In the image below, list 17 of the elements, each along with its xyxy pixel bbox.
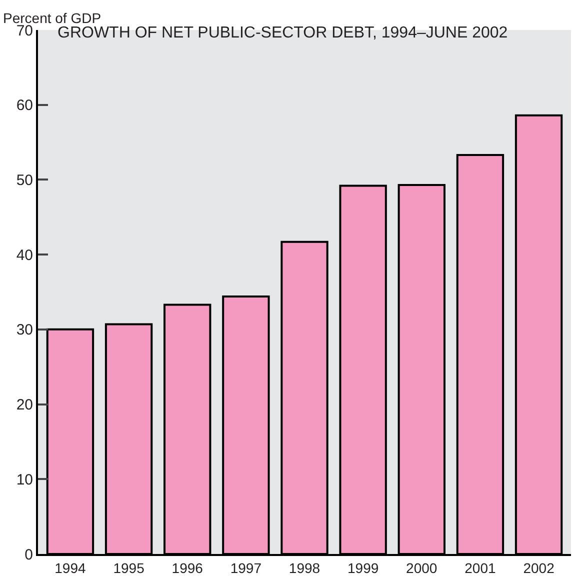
x-tick-label: 1998 (288, 560, 320, 576)
y-tick-label: 40 (16, 246, 33, 264)
chart-title: GROWTH OF NET PUBLIC-SECTOR DEBT, 1994–JUNE 2002 (58, 24, 508, 42)
y-tick-label: 0 (24, 546, 33, 564)
x-tick-label: 1994 (54, 560, 86, 576)
x-tick-label: 2000 (406, 560, 438, 576)
y-tick-label: 20 (16, 396, 33, 414)
x-tick-label: 2002 (523, 560, 555, 576)
y-tick-label: 30 (16, 322, 33, 339)
x-tick-label: 1997 (230, 560, 262, 576)
x-tick-label: 1995 (113, 560, 145, 576)
y-tick-label: 50 (16, 172, 33, 189)
y-tick-label: 60 (16, 97, 33, 114)
y-tick-label: 10 (16, 471, 33, 488)
x-tick-label: 1996 (172, 560, 204, 576)
x-tick-label: 1999 (347, 560, 379, 576)
x-tick-label: 2001 (464, 560, 496, 576)
